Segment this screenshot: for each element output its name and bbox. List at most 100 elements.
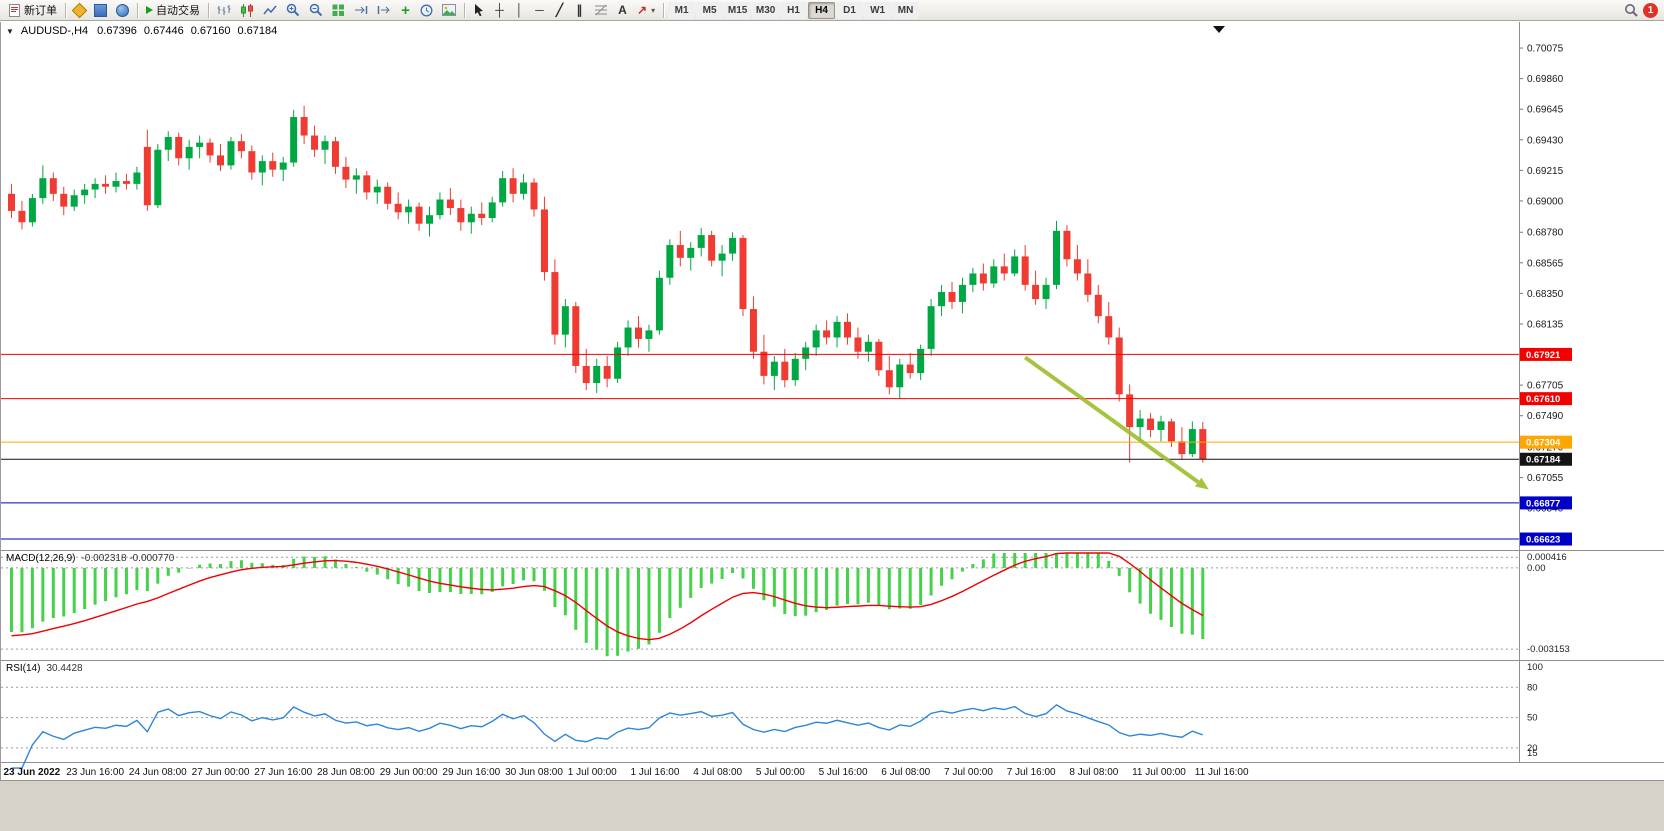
chart-shift-marker-icon[interactable] xyxy=(1213,26,1225,33)
candle-body xyxy=(394,203,402,213)
new-order-icon xyxy=(8,3,21,17)
price-tag-label: 0.66877 xyxy=(1526,498,1560,509)
price-tick-label: 0.68780 xyxy=(1527,228,1564,239)
candle-body xyxy=(1115,337,1123,395)
horizontal-line-button[interactable]: ─ xyxy=(530,1,549,20)
auto-scroll-icon xyxy=(354,4,368,16)
candle-body xyxy=(1084,273,1092,295)
price-tag xyxy=(1520,452,1572,466)
candle-body xyxy=(478,213,486,219)
timeframe-d1[interactable]: D1 xyxy=(836,1,864,19)
time-label: 27 Jun 00:00 xyxy=(192,767,250,778)
chart-window: 0.70075 0.69860 0.69645 0.69430 0.69215 0.690… xyxy=(0,22,1664,780)
zoom-in-button[interactable] xyxy=(282,1,304,20)
candle-body xyxy=(1136,418,1144,428)
candle-body xyxy=(917,348,925,374)
market-watch-button[interactable] xyxy=(90,1,111,20)
fibonacci-button[interactable] xyxy=(590,1,612,20)
rsi-value: 30.4428 xyxy=(46,663,83,674)
auto-scroll-button[interactable] xyxy=(350,1,372,20)
text-tool-icon: A xyxy=(618,3,627,17)
navigator-button[interactable] xyxy=(112,1,133,20)
time-label: 5 Jul 00:00 xyxy=(756,767,805,778)
text-tool-button[interactable]: A xyxy=(613,1,632,20)
chart-canvas[interactable]: 0.70075 0.69860 0.69645 0.69430 0.69215 0.690… xyxy=(1,22,1664,780)
indicators-button[interactable]: + xyxy=(396,1,415,20)
symbol-period-label: AUDUSD-,H4 xyxy=(20,25,89,37)
line-chart-button[interactable] xyxy=(259,1,281,20)
timeframe-m30[interactable]: M30 xyxy=(752,1,780,19)
timeframe-h1[interactable]: H1 xyxy=(780,1,808,19)
autotrading-button[interactable]: 自动交易 xyxy=(142,1,204,20)
candle-body xyxy=(1011,256,1019,274)
new-order-button[interactable]: 新订单 xyxy=(4,1,61,20)
rsi-name: RSI(14) xyxy=(6,663,41,674)
timeframe-m15[interactable]: M15 xyxy=(724,1,752,19)
price-tag xyxy=(1520,392,1572,406)
time-label: 5 Jul 16:00 xyxy=(819,767,868,778)
trendline-icon: ╱ xyxy=(555,3,564,17)
candle-body xyxy=(290,117,298,163)
candle-body xyxy=(1178,441,1186,455)
timeframe-mn[interactable]: MN xyxy=(892,1,920,19)
candle-body xyxy=(321,141,329,150)
rsi-label: RSI(14) 30.4428 xyxy=(6,663,83,674)
price-tag-label: 0.66623 xyxy=(1526,535,1560,546)
timeframe-w1[interactable]: W1 xyxy=(864,1,892,19)
price-tick-label: 0.69000 xyxy=(1527,196,1564,207)
trend-arrow[interactable] xyxy=(1023,355,1200,484)
candle-body xyxy=(102,183,110,187)
candle-body xyxy=(488,202,496,219)
candle-body xyxy=(217,155,224,166)
timeframe-h4[interactable]: H4 xyxy=(808,1,836,19)
notification-badge[interactable]: 1 xyxy=(1643,2,1658,18)
symbol-dropdown-icon[interactable]: ▼ xyxy=(6,26,14,36)
crosshair-button[interactable]: ┼ xyxy=(490,1,509,20)
time-label: 29 Jun 00:00 xyxy=(380,767,438,778)
rsi-axis-label: 15 xyxy=(1527,748,1538,759)
horizontal-line-icon: ─ xyxy=(535,3,544,17)
templates-button[interactable] xyxy=(438,1,460,20)
price-tick-label: 0.69215 xyxy=(1527,166,1564,177)
time-label: 30 Jun 08:00 xyxy=(505,767,563,778)
macd-axis-label: 0.000416 xyxy=(1527,552,1567,563)
tile-windows-icon xyxy=(332,4,345,17)
vertical-line-button[interactable]: │ xyxy=(510,1,529,20)
zoom-out-button[interactable] xyxy=(305,1,327,20)
timeframe-m5[interactable]: M5 xyxy=(696,1,724,19)
candle-body xyxy=(864,341,872,352)
channel-button[interactable]: ∥ xyxy=(570,1,589,20)
candle-body xyxy=(875,341,883,371)
trendline-button[interactable]: ╱ xyxy=(550,1,569,20)
rsi-axis-label: 50 xyxy=(1527,713,1538,724)
price-tag xyxy=(1520,496,1572,510)
candle-body xyxy=(164,136,172,150)
tile-windows-button[interactable] xyxy=(328,1,349,20)
price-tick-label: 0.69645 xyxy=(1527,105,1564,116)
time-label: 6 Jul 08:00 xyxy=(881,767,930,778)
indicators-add-icon: + xyxy=(401,1,410,19)
candle-body xyxy=(854,337,862,352)
metaeditor-button[interactable] xyxy=(70,1,89,20)
search-button[interactable] xyxy=(1620,1,1642,20)
candle-body xyxy=(509,178,517,194)
cursor-button[interactable] xyxy=(469,1,489,20)
toolbar-separator xyxy=(663,2,665,18)
candle-body xyxy=(1167,421,1175,442)
price-tag xyxy=(1520,435,1572,449)
bar-chart-button[interactable] xyxy=(213,1,235,20)
price-tag xyxy=(1520,347,1572,361)
candle-body xyxy=(718,253,726,261)
candle-body xyxy=(269,161,277,170)
chart-shift-button[interactable] xyxy=(373,1,395,20)
price-tick-label: 0.68350 xyxy=(1527,289,1564,300)
candle-body xyxy=(812,330,820,348)
candle-body xyxy=(258,161,266,173)
timeframe-m1[interactable]: M1 xyxy=(668,1,696,19)
candle-body xyxy=(645,330,653,339)
candle-body xyxy=(781,361,789,381)
periods-button[interactable] xyxy=(416,1,437,20)
candlestick-chart-button[interactable] xyxy=(236,1,258,20)
candle-body xyxy=(906,364,914,374)
arrows-tool-button[interactable]: ↗ ▾ xyxy=(633,1,659,20)
